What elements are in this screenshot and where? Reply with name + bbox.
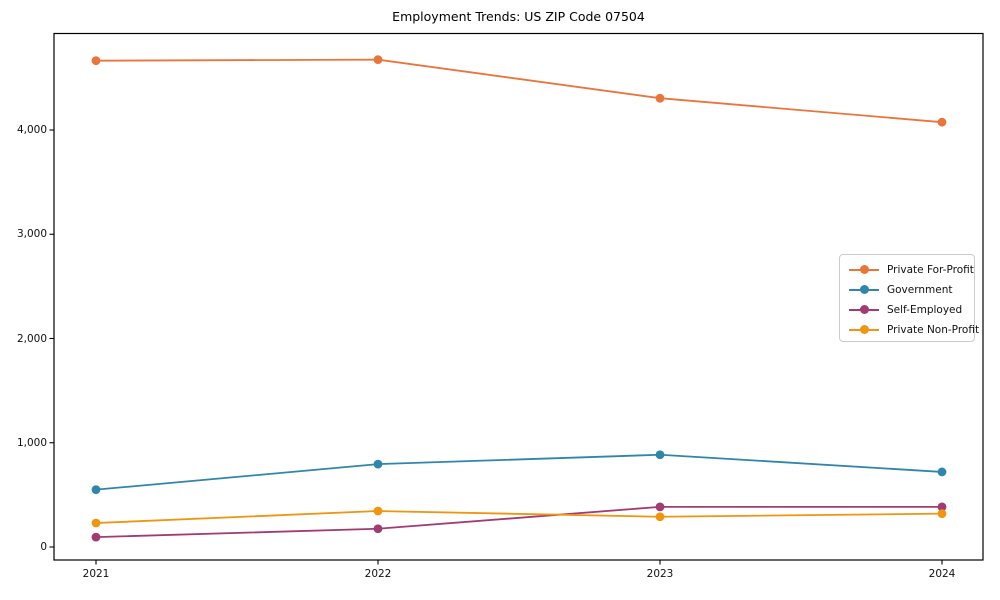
legend-line-marker-icon [849,285,879,295]
y-axis-tick-label: 3,000 [16,228,47,241]
legend: Private For-Profit Government Self-Emplo… [839,254,979,342]
y-axis-tick-label: 2,000 [16,332,47,345]
legend-label: Self-Employed [887,304,963,316]
y-axis-tick-label: 1,000 [16,436,47,449]
x-axis-tick-label: 2022 [364,568,392,580]
legend-item: Government [849,280,974,300]
legend-line-marker-icon [849,265,879,275]
x-axis-tick-label: 2021 [82,568,110,580]
legend-label: Private For-Profit [887,264,974,276]
y-axis-tick-label: 4,000 [16,124,47,136]
legend-item: Private Non-Profit [849,320,979,340]
x-axis-tick-label: 2024 [928,568,956,580]
x-axis-tick-label: 2023 [646,568,674,580]
legend-label: Private Non-Profit [887,324,980,336]
chart-title: Employment Trends: US ZIP Code 07504 [392,9,645,24]
legend-line-marker-icon [849,325,879,335]
legend-line-marker-icon [849,305,879,315]
legend-item: Self-Employed [849,300,974,320]
legend-label: Government [887,284,953,296]
legend-item: Private For-Profit [849,260,974,280]
y-axis-tick-label: 0 [40,541,47,553]
